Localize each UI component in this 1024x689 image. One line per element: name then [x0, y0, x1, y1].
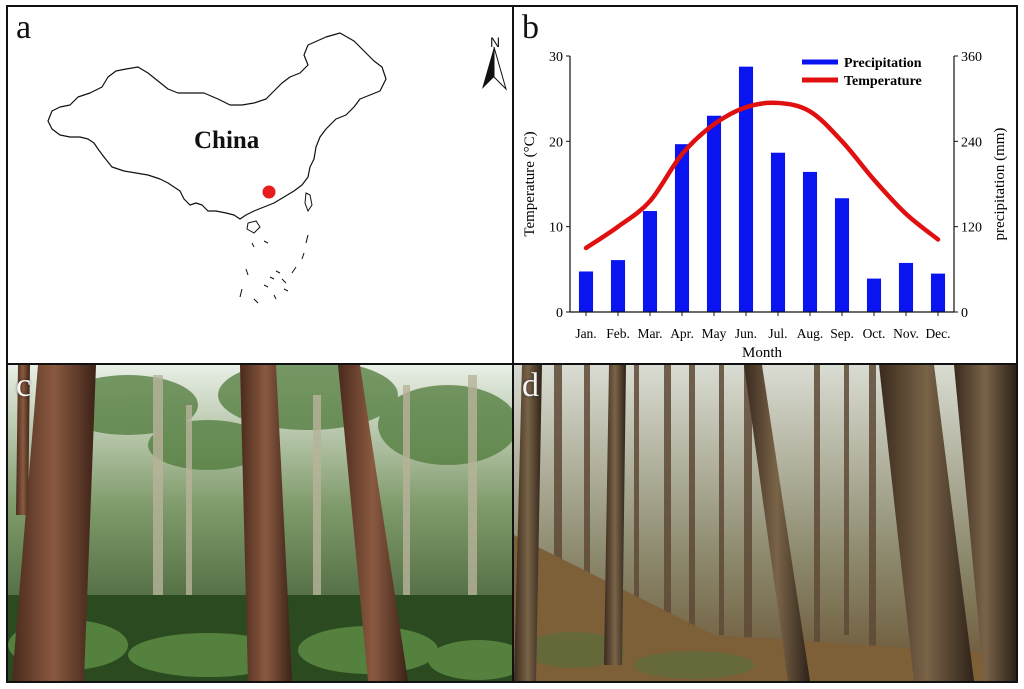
x-tick-label: Apr. — [670, 326, 694, 341]
y-left-tick-label: 20 — [549, 135, 563, 150]
forest-photo-d — [514, 365, 1016, 681]
x-tick-label: May — [702, 326, 727, 341]
panel-letter-d: d — [522, 367, 539, 404]
x-tick-label: Feb. — [606, 326, 630, 341]
legend-temperature-label: Temperature — [844, 74, 922, 89]
precipitation-bar — [866, 278, 882, 312]
y-axis-left-label: Temperature (°C) — [522, 131, 538, 236]
legend: Precipitation Temperature — [802, 56, 922, 89]
x-tick-label: Jun. — [735, 326, 757, 341]
x-tick-label: Jul. — [768, 326, 787, 341]
panel-letter-c: c — [16, 367, 32, 404]
climate-chart: 0 10 20 30 0 120 240 360 Jan. Feb. Mar. Apr. May Jun.… — [522, 50, 1008, 361]
y-right-tick-label: 120 — [961, 221, 982, 236]
y-right-tick-label: 0 — [961, 306, 968, 321]
slope-ground — [514, 535, 1016, 681]
precipitation-bar — [930, 273, 946, 312]
precipitation-bar — [738, 66, 754, 312]
x-tick-label: Nov. — [893, 326, 919, 341]
panel-letter-a: a — [16, 9, 32, 46]
china-outline — [47, 32, 387, 220]
forest-photo-c — [8, 365, 512, 681]
y-left-tick-label: 10 — [549, 221, 563, 236]
x-axis-label: Month — [742, 345, 783, 361]
legend-precipitation-label: Precipitation — [844, 56, 922, 71]
temperature-line — [583, 100, 941, 251]
panel-b-climate-chart: b 0 10 20 30 0 120 240 360 Jan. Feb. Mar. Apr. May Ju… — [512, 5, 1018, 365]
precipitation-bar — [802, 171, 818, 312]
precipitation-bar — [898, 262, 914, 312]
x-tick-label: Aug. — [797, 326, 824, 341]
north-arrow-icon — [482, 46, 508, 91]
x-tick-label: Jan. — [575, 326, 596, 341]
y-left-tick-label: 0 — [556, 306, 563, 321]
background-trunks — [153, 375, 477, 665]
precipitation-bar — [674, 144, 690, 312]
y-right-tick-label: 360 — [961, 50, 982, 65]
panel-a-map: a China N — [6, 5, 514, 365]
hainan-island — [246, 220, 261, 234]
panel-letter-b: b — [522, 9, 539, 46]
study-site-marker — [262, 185, 276, 199]
taiwan-island — [304, 192, 313, 213]
precipitation-bars — [578, 66, 946, 312]
thick-trunks — [514, 365, 1016, 681]
x-tick-label: Dec. — [925, 326, 950, 341]
precipitation-bar — [642, 211, 658, 312]
y-left-tick-label: 30 — [549, 50, 563, 65]
ground-ferns — [524, 632, 754, 679]
precipitation-bar — [706, 115, 722, 312]
precipitation-bar — [834, 198, 850, 312]
north-label: N — [490, 34, 501, 50]
x-tick-label: Mar. — [637, 326, 662, 341]
panel-c-forest-photo: c — [6, 363, 514, 683]
precipitation-bar — [770, 152, 786, 312]
china-map — [47, 32, 508, 304]
cedar-trunks — [12, 365, 408, 681]
precipitation-bar — [610, 260, 626, 312]
country-label: China — [194, 127, 260, 154]
x-tick-label: Oct. — [863, 326, 886, 341]
south-china-sea-islands — [239, 234, 309, 304]
y-axis-right-label: precipitation (mm) — [992, 128, 1008, 241]
y-right-tick-label: 240 — [961, 135, 982, 150]
panel-d-forest-photo: d — [512, 363, 1018, 683]
axis-ticks: 0 10 20 30 0 120 240 360 Jan. Feb. Mar. Apr. May Jun.… — [549, 50, 982, 341]
precipitation-bar — [578, 271, 594, 312]
x-tick-label: Sep. — [830, 326, 854, 341]
